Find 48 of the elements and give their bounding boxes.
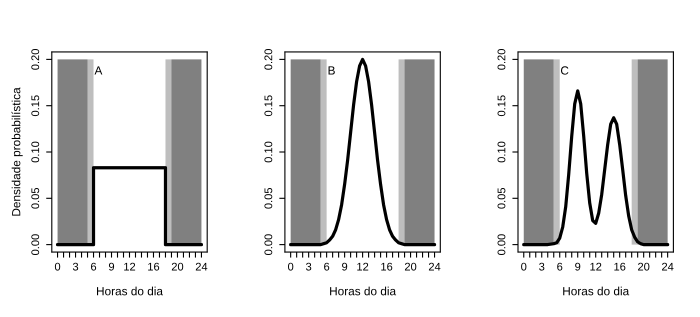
x-tick-label: 3 — [539, 262, 544, 271]
y-tick-label: 0.00 — [264, 234, 272, 255]
x-tick-label: 9 — [575, 262, 580, 271]
y-tick-label: 0.15 — [264, 95, 272, 116]
y-tick-label: 0.05 — [498, 188, 506, 209]
x-tick-label: 12 — [590, 262, 602, 270]
line-series — [522, 89, 670, 246]
annotation: B — [328, 66, 335, 75]
x-tick-label: 0 — [288, 262, 294, 271]
x-tick-label: 6 — [557, 262, 562, 271]
x-tick-label: 16 — [148, 262, 160, 271]
x-tick-label: 9 — [108, 262, 114, 271]
y-tick-label: 0.00 — [31, 234, 40, 255]
x-axis-title: Horas do dia — [330, 286, 396, 296]
x-tick-label: 3 — [72, 262, 78, 271]
x-axis-title: Horas do dia — [563, 286, 630, 296]
annotation: A — [94, 66, 102, 75]
x-tick-label: 0 — [521, 262, 526, 271]
y-tick-label: 0.20 — [498, 49, 506, 70]
x-tick-label: 3 — [306, 262, 312, 271]
x-tick-label: 12 — [124, 262, 136, 270]
x-tick-label: 16 — [381, 262, 392, 271]
annotation: C — [560, 66, 568, 75]
y-tick-label: 0.05 — [264, 188, 272, 209]
x-tick-label: 9 — [342, 262, 348, 271]
x-tick-label: 12 — [357, 262, 368, 270]
x-tick-label: 20 — [404, 262, 416, 271]
y-tick-label: 0.10 — [498, 142, 506, 162]
x-tick-label: 24 — [428, 262, 440, 270]
y-axis-title: Densidade probabilística — [12, 87, 23, 216]
y-tick-label: 0.15 — [498, 95, 506, 116]
x-tick-label: 20 — [638, 262, 650, 271]
x-tick-label: 16 — [614, 262, 626, 271]
y-tick-label: 0.05 — [31, 188, 40, 209]
x-tick-label: 0 — [54, 262, 60, 271]
x-tick-label: 24 — [196, 262, 208, 270]
y-tick-label: 0.10 — [31, 142, 40, 162]
y-tick-label: 0.20 — [264, 49, 272, 70]
x-tick-label: 20 — [172, 262, 184, 271]
y-tick-label: 0.15 — [31, 95, 40, 116]
y-tick-label: 0.20 — [31, 49, 40, 70]
x-tick-label: 24 — [662, 262, 674, 270]
x-tick-label: 6 — [91, 262, 96, 271]
x-axis-title: Horas do dia — [97, 286, 163, 296]
x-tick-label: 6 — [324, 262, 330, 271]
y-tick-label: 0.00 — [498, 234, 506, 255]
line-series — [289, 58, 436, 246]
y-tick-label: 0.10 — [264, 142, 272, 162]
